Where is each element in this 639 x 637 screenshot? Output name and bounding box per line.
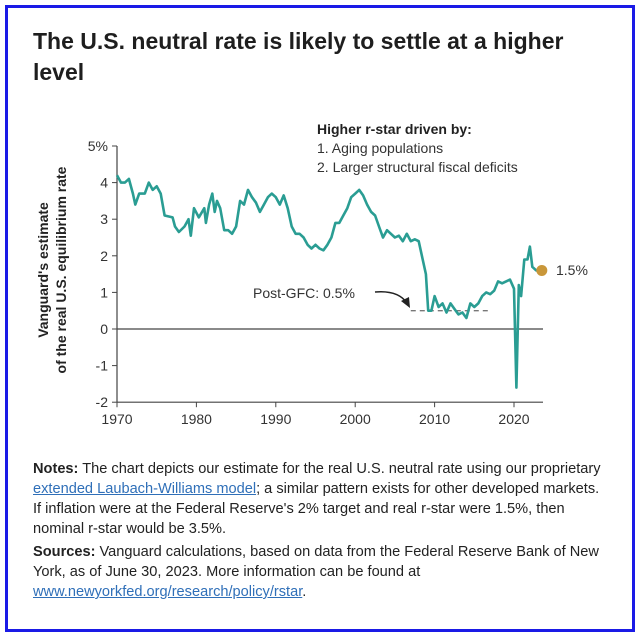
y-tick-label: 1 <box>100 284 108 300</box>
notes-paragraph: Notes: The chart depicts our estimate fo… <box>33 459 608 539</box>
y-axis-label-line1: Vanguard's estimate <box>35 202 51 338</box>
y-tick-label: 4 <box>100 175 108 191</box>
driver-2: 2. Larger structural fiscal deficits <box>317 159 518 175</box>
y-tick-label: -2 <box>96 394 109 410</box>
chart-title: The U.S. neutral rate is likely to settl… <box>33 28 564 85</box>
x-tick-label: 2020 <box>498 411 529 427</box>
endpoint-label: 1.5% <box>556 262 588 278</box>
neutral-rate-line <box>115 174 542 389</box>
y-axis-label-line2: of the real U.S. equilibrium rate <box>53 166 69 373</box>
y-tick-label: 3 <box>100 211 108 227</box>
sources-paragraph: Sources: Vanguard calculations, based on… <box>33 542 608 602</box>
notes-section: Notes: The chart depicts our estimate fo… <box>33 459 608 605</box>
notes-label: Notes: <box>33 461 79 477</box>
x-tick-label: 2010 <box>419 411 450 427</box>
driver-1: 1. Aging populations <box>317 140 443 156</box>
drivers-heading: Higher r-star driven by: <box>317 121 472 137</box>
post-gfc-arrowhead <box>401 297 410 308</box>
endpoint-dot <box>536 264 548 276</box>
y-tick-label: 0 <box>100 321 108 337</box>
post-gfc-label: Post-GFC: 0.5% <box>253 285 355 301</box>
newyorkfed-link[interactable]: www.newyorkfed.org/research/policy/rstar <box>33 584 303 600</box>
y-tick-label: 5% <box>88 138 108 154</box>
x-tick-label: 1980 <box>181 411 212 427</box>
model-link[interactable]: extended Laubach-Williams model <box>33 481 257 497</box>
sources-text: Vanguard calculations, based on data fro… <box>33 544 599 580</box>
x-tick-label: 2000 <box>340 411 371 427</box>
sources-label: Sources: <box>33 544 96 560</box>
x-tick-label: 1970 <box>101 411 132 427</box>
line-chart: Vanguard's estimate of the real U.S. equ… <box>35 121 588 427</box>
x-tick-label: 1990 <box>260 411 291 427</box>
figure-frame <box>5 5 635 632</box>
y-tick-label: 2 <box>100 248 108 264</box>
notes-text-2: ; a similar pattern exists for other dev… <box>33 481 600 537</box>
y-tick-label: -1 <box>96 358 109 374</box>
notes-text-1: The chart depicts our estimate for the r… <box>78 461 601 477</box>
sources-end: . <box>302 584 307 600</box>
